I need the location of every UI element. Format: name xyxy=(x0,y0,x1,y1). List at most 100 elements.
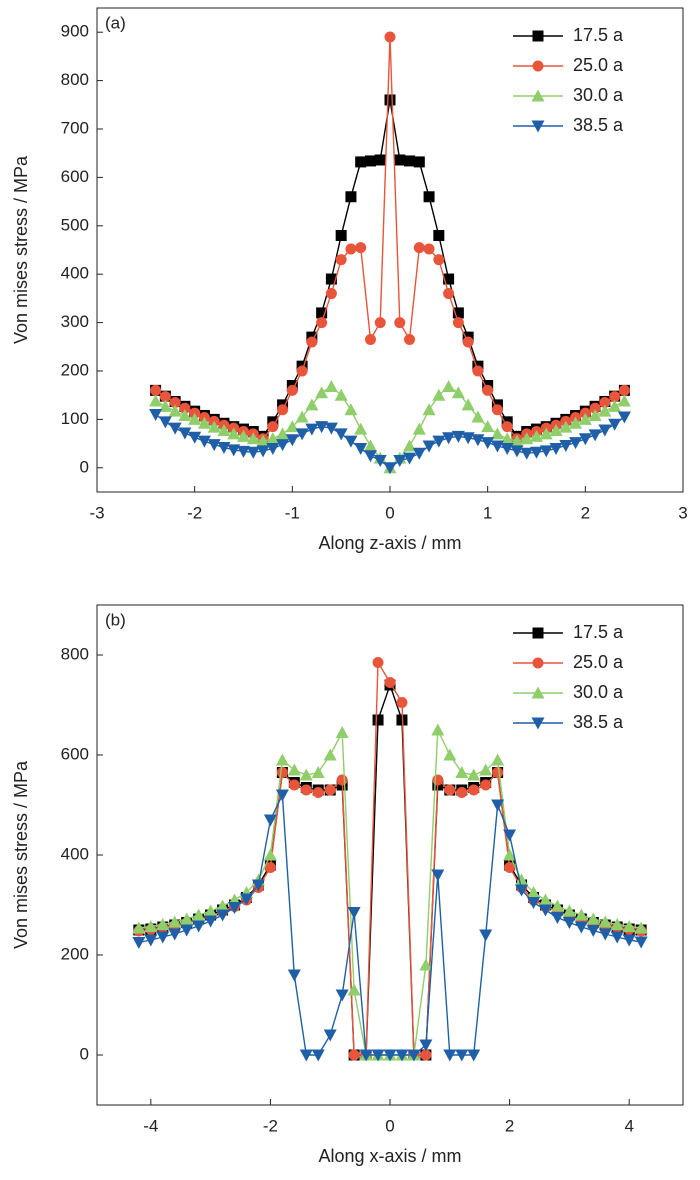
marker xyxy=(345,191,357,203)
marker xyxy=(393,455,407,468)
marker xyxy=(315,421,329,434)
x-tick-label: 2 xyxy=(505,1116,514,1135)
panel-label: (b) xyxy=(105,610,126,629)
marker xyxy=(300,784,312,796)
marker xyxy=(285,420,299,433)
marker xyxy=(479,763,493,776)
marker xyxy=(599,396,611,408)
marker xyxy=(520,447,534,460)
marker xyxy=(431,869,445,882)
marker xyxy=(404,334,416,346)
marker xyxy=(311,766,325,778)
marker xyxy=(586,925,600,937)
marker xyxy=(335,989,349,1002)
marker xyxy=(227,427,241,440)
marker xyxy=(216,899,230,912)
marker xyxy=(237,429,250,442)
marker xyxy=(527,886,541,898)
marker xyxy=(246,432,260,445)
marker xyxy=(433,254,445,266)
marker xyxy=(256,445,270,458)
marker xyxy=(355,156,367,168)
marker xyxy=(610,931,624,944)
marker xyxy=(383,1049,397,1062)
marker xyxy=(510,445,524,458)
legend-marker xyxy=(531,686,545,699)
marker xyxy=(364,155,376,167)
marker xyxy=(608,418,622,431)
x-axis-label: Along z-axis / mm xyxy=(318,533,461,553)
marker xyxy=(395,1049,409,1062)
marker xyxy=(403,452,417,465)
legend-marker xyxy=(532,60,544,72)
marker xyxy=(336,774,348,786)
marker xyxy=(288,779,300,791)
marker xyxy=(371,1049,385,1062)
y-tick-label: 200 xyxy=(61,944,89,963)
series-line xyxy=(138,660,642,1056)
marker xyxy=(207,439,221,452)
marker xyxy=(419,1039,433,1052)
y-tick-label: 800 xyxy=(61,644,89,663)
marker xyxy=(455,1049,469,1062)
marker xyxy=(158,399,172,412)
marker xyxy=(264,862,276,873)
marker xyxy=(168,422,182,435)
legend-marker xyxy=(531,89,545,102)
marker xyxy=(461,432,475,445)
y-tick-label: 400 xyxy=(61,264,89,283)
marker xyxy=(617,394,631,407)
marker xyxy=(384,94,396,106)
marker xyxy=(539,427,553,440)
marker xyxy=(562,904,576,917)
marker xyxy=(574,921,588,934)
y-tick-label: 200 xyxy=(61,360,89,379)
legend-label: 30.0 a xyxy=(573,682,624,702)
marker xyxy=(452,317,464,329)
marker xyxy=(394,154,406,166)
x-tick-label: 4 xyxy=(624,1116,633,1135)
marker xyxy=(299,768,313,781)
marker xyxy=(539,445,553,458)
marker xyxy=(471,410,485,423)
marker xyxy=(144,920,158,932)
marker xyxy=(550,899,564,912)
y-tick-label: 300 xyxy=(61,312,89,331)
marker xyxy=(423,191,435,203)
marker xyxy=(324,422,338,435)
y-tick-label: 0 xyxy=(80,457,89,476)
marker xyxy=(549,424,563,437)
marker xyxy=(312,787,324,798)
marker xyxy=(396,697,408,708)
marker xyxy=(323,1029,337,1042)
marker xyxy=(504,862,516,873)
marker xyxy=(168,915,182,928)
marker xyxy=(420,1049,432,1061)
marker xyxy=(277,404,289,416)
marker xyxy=(442,432,456,445)
legend-label: 25.0 a xyxy=(573,55,624,75)
marker xyxy=(275,753,289,766)
marker xyxy=(168,404,182,417)
y-tick-label: 100 xyxy=(61,409,89,428)
marker xyxy=(384,31,396,43)
marker xyxy=(345,243,357,255)
marker xyxy=(132,921,146,934)
marker xyxy=(443,288,455,300)
marker xyxy=(472,365,484,377)
marker xyxy=(462,336,474,348)
marker xyxy=(634,921,648,934)
marker xyxy=(432,774,444,786)
marker xyxy=(149,409,163,422)
marker xyxy=(501,421,513,433)
marker xyxy=(481,420,495,433)
marker xyxy=(413,242,425,254)
marker xyxy=(456,787,468,798)
marker xyxy=(315,386,329,399)
x-tick-label: 0 xyxy=(385,1116,394,1135)
marker xyxy=(295,428,309,441)
marker xyxy=(374,154,386,166)
marker xyxy=(491,753,505,766)
marker xyxy=(363,439,377,452)
